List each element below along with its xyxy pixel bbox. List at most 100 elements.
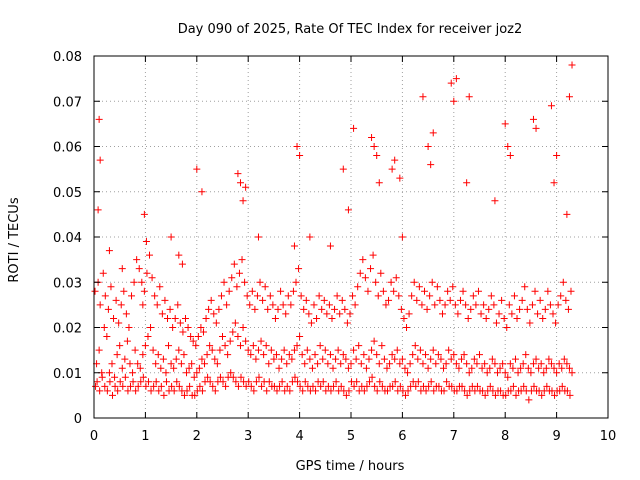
- data-point: [519, 360, 527, 368]
- y-tick-label: 0.05: [53, 186, 82, 201]
- x-tick-label: 9: [552, 429, 560, 444]
- data-point: [129, 378, 137, 386]
- data-point: [139, 301, 147, 309]
- data-point: [126, 360, 134, 368]
- data-point: [389, 382, 397, 390]
- data-point: [536, 296, 544, 304]
- data-point: [257, 337, 265, 345]
- data-point: [258, 382, 266, 390]
- data-point: [379, 287, 387, 295]
- data-point: [144, 333, 152, 341]
- data-point: [401, 364, 409, 372]
- data-point: [236, 342, 244, 350]
- data-point: [264, 305, 272, 313]
- data-point: [158, 310, 166, 318]
- data-point: [192, 342, 200, 350]
- data-point: [562, 296, 570, 304]
- data-point: [252, 378, 260, 386]
- data-point: [388, 165, 396, 173]
- data-point: [558, 364, 566, 372]
- data-point: [375, 179, 383, 187]
- data-point: [553, 152, 561, 160]
- data-point: [337, 382, 345, 390]
- data-point: [101, 382, 109, 390]
- data-point: [337, 360, 345, 368]
- data-point: [506, 360, 514, 368]
- data-point: [465, 93, 473, 101]
- data-point: [372, 278, 380, 286]
- data-point: [178, 260, 186, 268]
- data-point: [440, 387, 448, 395]
- data-point: [129, 369, 137, 377]
- data-point: [100, 324, 108, 331]
- data-point: [380, 355, 388, 363]
- data-point: [262, 342, 270, 350]
- data-point: [391, 355, 399, 363]
- data-point: [110, 314, 118, 322]
- data-point: [118, 364, 126, 372]
- data-point: [378, 382, 386, 390]
- data-point: [243, 292, 251, 300]
- y-tick-label: 0: [74, 412, 82, 427]
- data-point: [547, 102, 555, 110]
- data-point: [532, 124, 540, 132]
- data-point: [541, 305, 549, 313]
- data-point: [191, 391, 199, 399]
- data-point: [306, 233, 314, 241]
- data-point: [401, 391, 409, 399]
- data-point: [168, 382, 176, 390]
- data-point: [118, 265, 126, 273]
- data-point: [189, 337, 197, 345]
- data-point: [147, 387, 155, 395]
- data-point: [231, 319, 239, 327]
- data-point: [549, 310, 557, 318]
- x-axis-label: GPS time / hours: [296, 459, 405, 474]
- data-point: [491, 391, 499, 399]
- data-point: [491, 360, 499, 368]
- data-point: [525, 396, 533, 404]
- data-point: [478, 364, 486, 372]
- data-point: [321, 346, 329, 354]
- data-point: [349, 292, 357, 300]
- data-point: [309, 382, 317, 390]
- data-point: [249, 342, 257, 350]
- data-point: [160, 391, 168, 399]
- data-point: [396, 174, 404, 182]
- data-point: [170, 387, 178, 395]
- y-tick-labels: 0 0.01 0.02 0.03 0.04 0.05 0.06 0.07 0.08: [53, 50, 82, 427]
- data-point: [94, 206, 102, 214]
- data-point: [393, 346, 401, 354]
- x-tick-label: 4: [295, 429, 303, 444]
- data-point: [419, 93, 427, 101]
- data-point: [171, 314, 179, 322]
- data-point: [521, 283, 529, 291]
- data-point: [428, 278, 436, 286]
- data-point: [370, 143, 378, 150]
- data-point: [302, 296, 310, 304]
- data-point: [463, 179, 471, 187]
- data-point: [350, 382, 358, 390]
- data-point: [564, 305, 572, 313]
- data-point: [563, 360, 571, 368]
- data-point: [442, 360, 450, 368]
- data-point: [187, 333, 195, 341]
- data-point: [154, 351, 162, 359]
- data-point: [283, 382, 291, 390]
- data-point: [222, 382, 230, 390]
- y-axis-label: ROTI / TECUs: [7, 197, 22, 282]
- data-point: [432, 360, 440, 368]
- data-point: [143, 269, 151, 277]
- data-point: [203, 351, 211, 359]
- data-point: [444, 287, 452, 295]
- data-point: [382, 301, 390, 309]
- data-point: [566, 391, 574, 399]
- x-tick-label: 6: [398, 429, 406, 444]
- data-point: [123, 337, 131, 345]
- data-point: [109, 391, 117, 399]
- data-point: [481, 391, 489, 399]
- data-point: [263, 387, 271, 395]
- data-point: [500, 314, 508, 322]
- data-point: [387, 278, 395, 286]
- data-point: [486, 364, 494, 372]
- y-tick-label: 0.08: [53, 50, 82, 65]
